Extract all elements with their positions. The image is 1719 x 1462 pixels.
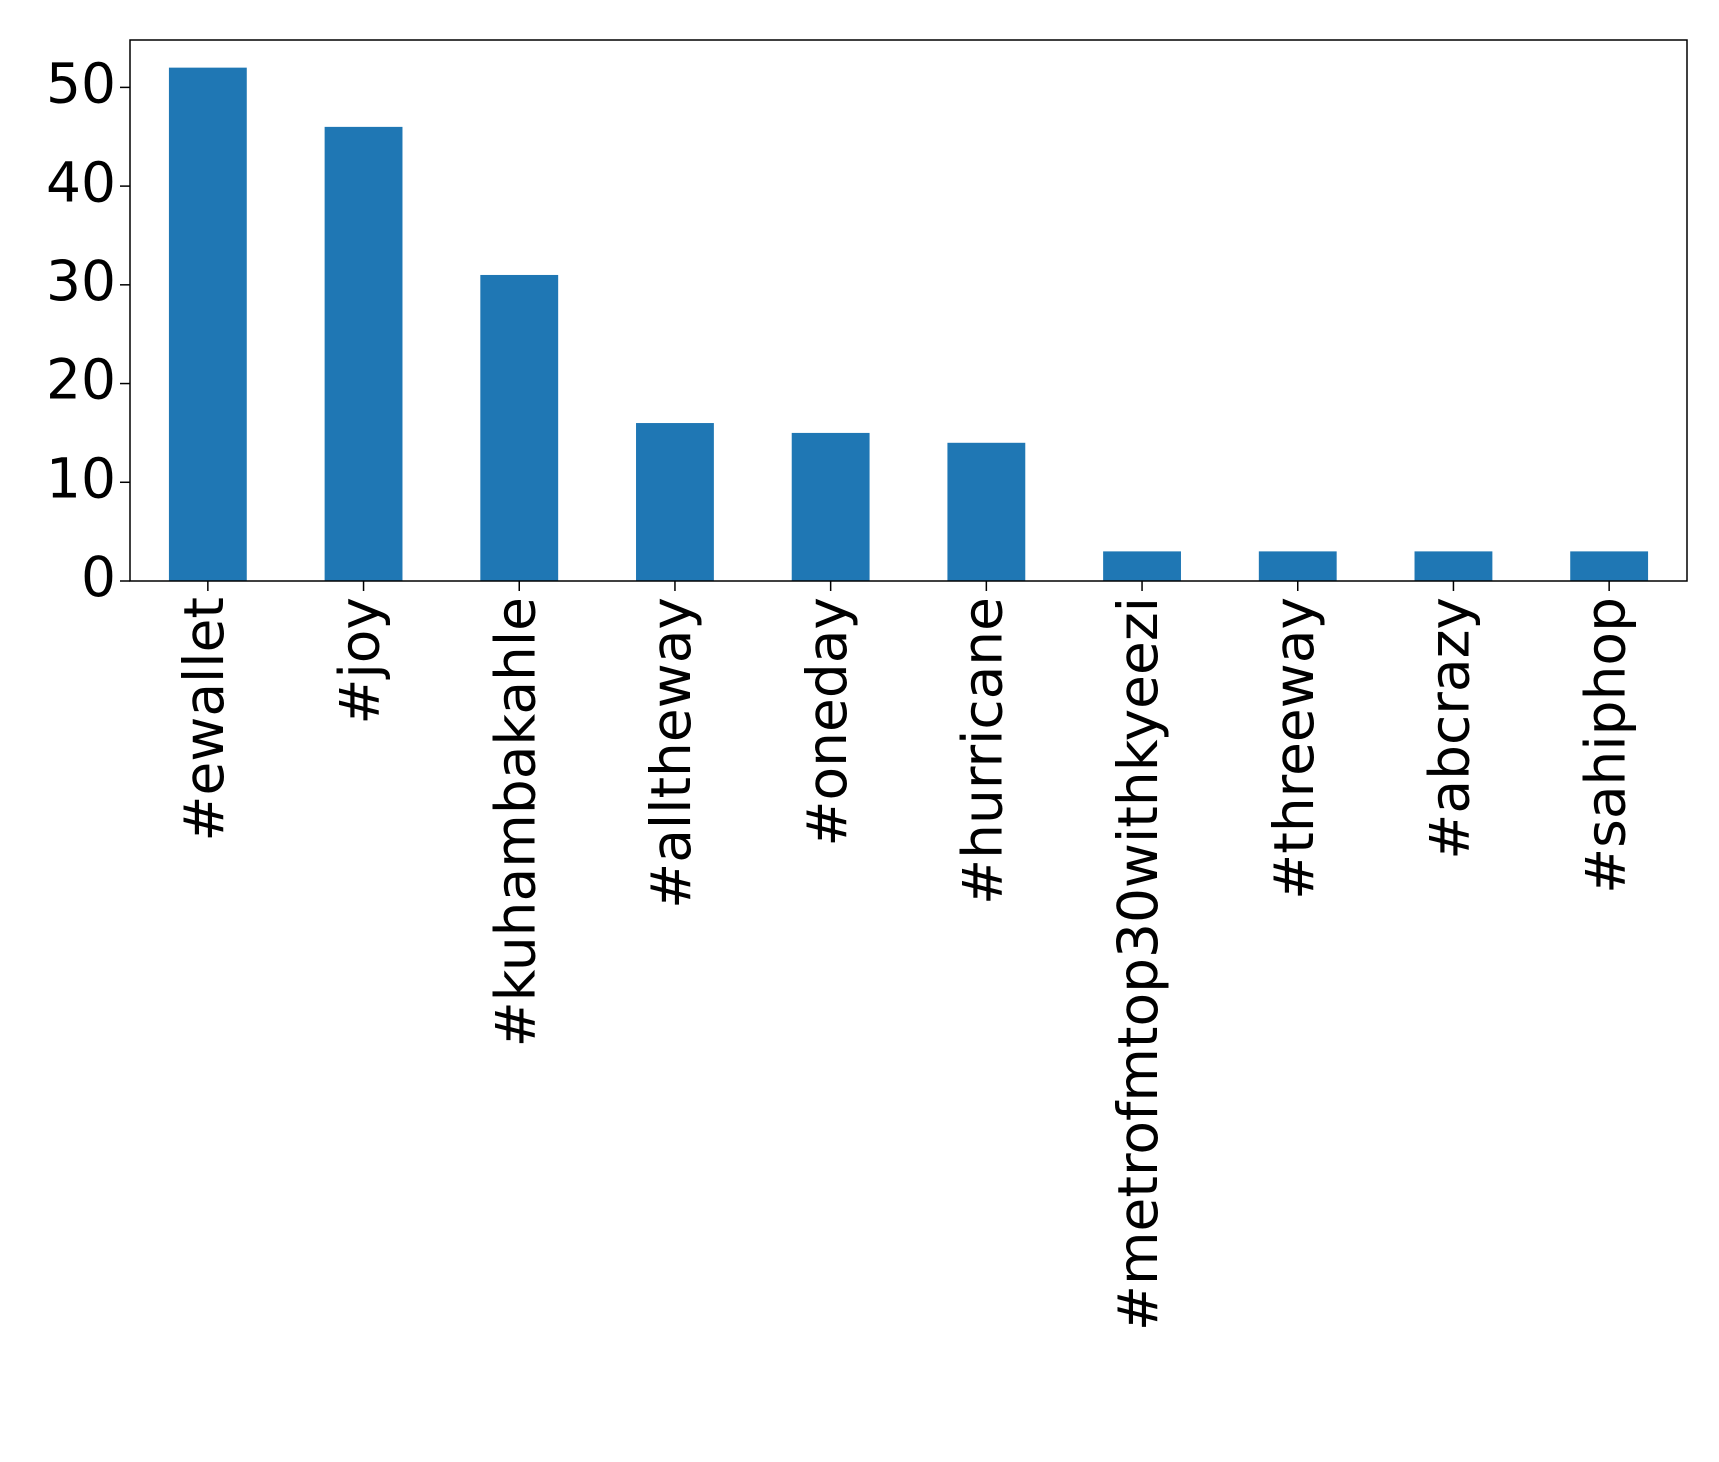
x-tick-label: #kuhambakahle	[483, 597, 547, 1047]
x-tick-label: #threeway	[1262, 597, 1326, 900]
x-tick-label: #hurricane	[950, 597, 1014, 905]
x-tick-label: #ewallet	[172, 597, 236, 842]
y-tick-label: 30	[46, 249, 116, 313]
bar	[324, 126, 403, 581]
bar	[1570, 551, 1649, 581]
x-tick-label: #oneday	[795, 597, 859, 847]
y-tick-label: 10	[46, 446, 116, 510]
x-tick-label: #joy	[328, 597, 392, 725]
plot-frame	[129, 39, 1688, 582]
x-tick-label: #metrofmtop30withkyeezi	[1106, 597, 1170, 1331]
x-tick-label: #alltheway	[639, 597, 703, 909]
bar	[168, 67, 247, 581]
bar	[636, 423, 714, 581]
x-tick-label: #sahiphop	[1573, 597, 1637, 894]
x-tick-label: #abcrazy	[1418, 597, 1482, 860]
bar	[947, 442, 1026, 581]
y-tick-label: 20	[46, 348, 116, 412]
bar	[791, 432, 870, 581]
y-tick-label: 0	[81, 545, 116, 609]
bar	[1103, 551, 1181, 581]
y-tick-label: 40	[46, 150, 116, 214]
y-tick-label: 50	[46, 52, 116, 116]
bar	[480, 274, 559, 581]
bar	[1258, 551, 1337, 581]
bar	[1414, 551, 1493, 581]
